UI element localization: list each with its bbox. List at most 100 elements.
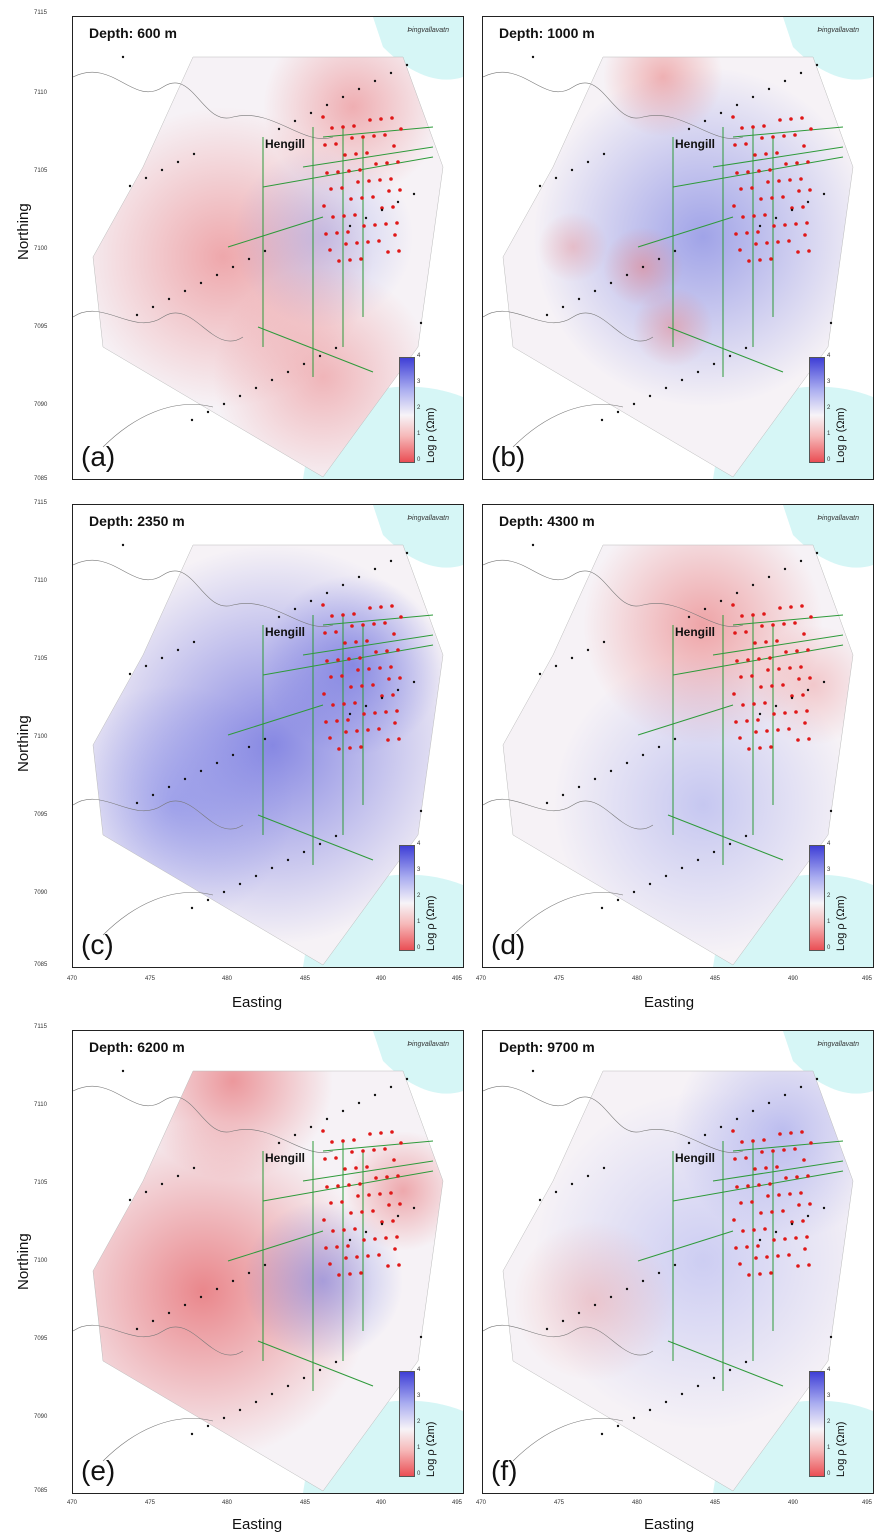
- station-marker: [586, 160, 590, 164]
- earthquake-marker: [760, 624, 764, 628]
- earthquake-marker: [368, 1132, 372, 1136]
- earthquake-marker: [368, 118, 372, 122]
- colorbar-tick: 1: [417, 431, 421, 437]
- station-marker: [357, 575, 361, 579]
- earthquake-marker: [377, 239, 381, 243]
- station-marker: [183, 777, 187, 781]
- station-marker: [190, 418, 194, 422]
- station-marker: [334, 834, 338, 838]
- earthquake-marker: [777, 1193, 781, 1197]
- profile-line: [257, 326, 374, 373]
- station-marker: [703, 1133, 707, 1137]
- colorbar-label: Log ρ (Ωm): [425, 895, 437, 951]
- earthquake-marker: [751, 613, 755, 617]
- earthquake-marker: [373, 223, 377, 227]
- earthquake-marker: [328, 1262, 332, 1266]
- earthquake-marker: [757, 657, 761, 661]
- earthquake-marker: [782, 1148, 786, 1152]
- panel-letter: (f): [491, 1455, 518, 1486]
- station-marker: [309, 599, 313, 603]
- earthquake-marker: [805, 1235, 809, 1239]
- station-marker: [293, 119, 297, 123]
- earthquake-marker: [777, 667, 781, 671]
- colorbar: [809, 357, 825, 463]
- station-marker: [602, 1166, 606, 1170]
- station-marker: [538, 184, 542, 188]
- station-marker: [334, 346, 338, 350]
- earthquake-marker: [378, 1192, 382, 1196]
- map-panel-b: Depth: 1000 m Þingvallavatn Hengill (b) 0 1 2 3…: [482, 16, 874, 480]
- earthquake-marker: [784, 1176, 788, 1180]
- earthquake-marker: [322, 692, 326, 696]
- earthquake-marker: [733, 143, 737, 147]
- station-marker: [657, 745, 661, 749]
- earthquake-marker: [379, 1131, 383, 1135]
- colorbar-tick: 4: [827, 1367, 831, 1373]
- earthquake-marker: [766, 1194, 770, 1198]
- station-marker: [380, 1222, 384, 1226]
- earthquake-marker: [380, 206, 384, 210]
- earthquake-marker: [799, 177, 803, 181]
- colorbar-tick: 3: [417, 867, 421, 873]
- station-marker: [215, 273, 219, 277]
- earthquake-marker: [392, 144, 396, 148]
- earthquake-marker: [809, 615, 813, 619]
- y-tick: 7090: [34, 890, 48, 896]
- coastline: [73, 1085, 334, 1462]
- earthquake-marker: [747, 1273, 751, 1277]
- earthquake-marker: [763, 701, 767, 705]
- earthquake-marker: [398, 1202, 402, 1206]
- earthquake-marker: [337, 1273, 341, 1277]
- earthquake-marker: [322, 204, 326, 208]
- earthquake-marker: [760, 136, 764, 140]
- x-tick: 490: [788, 1500, 799, 1506]
- station-marker: [144, 664, 148, 668]
- colorbar-tick: 1: [827, 431, 831, 437]
- earthquake-marker: [347, 657, 351, 661]
- earthquake-marker: [731, 115, 735, 119]
- lake-label: Þingvallavatn: [817, 515, 859, 522]
- earthquake-marker: [747, 259, 751, 263]
- map-panel-e: Depth: 6200 m Þingvallavatn Hengill (e) 0 1 2 3…: [72, 1030, 464, 1494]
- earthquake-marker: [384, 1236, 388, 1240]
- earthquake-marker: [745, 231, 749, 235]
- station-marker: [751, 95, 755, 99]
- earthquake-marker: [734, 232, 738, 236]
- earthquake-marker: [380, 1220, 384, 1224]
- earthquake-marker: [330, 1140, 334, 1144]
- earthquake-marker: [331, 703, 335, 707]
- station-marker: [600, 418, 604, 422]
- station-marker: [728, 354, 732, 358]
- earthquake-marker: [806, 648, 810, 652]
- lake-label: Þingvallavatn: [817, 27, 859, 34]
- station-marker: [389, 1085, 393, 1089]
- colorbar-tick: 2: [417, 405, 421, 411]
- earthquake-marker: [386, 738, 390, 742]
- station-marker: [231, 753, 235, 757]
- station-marker: [286, 370, 290, 374]
- station-marker: [373, 567, 377, 571]
- station-marker: [758, 224, 762, 228]
- earthquake-marker: [740, 126, 744, 130]
- earthquake-marker: [739, 1201, 743, 1205]
- earthquake-marker: [771, 135, 775, 139]
- earthquake-marker: [762, 1138, 766, 1142]
- station-marker: [767, 1101, 771, 1105]
- earthquake-marker: [741, 703, 745, 707]
- earthquake-marker: [346, 718, 350, 722]
- coastline: [483, 559, 744, 936]
- station-marker: [128, 672, 132, 676]
- colorbar-tick: 0: [827, 457, 831, 463]
- earthquake-marker: [341, 125, 345, 129]
- earthquake-marker: [331, 215, 335, 219]
- station-marker: [160, 656, 164, 660]
- station-marker: [657, 1271, 661, 1275]
- earthquake-marker: [365, 151, 369, 155]
- earthquake-marker: [801, 1219, 805, 1223]
- earthquake-marker: [360, 1210, 364, 1214]
- station-marker: [231, 1279, 235, 1283]
- x-axis-label-left-bottom: Easting: [232, 1516, 283, 1533]
- earthquake-marker: [344, 1256, 348, 1260]
- station-marker: [696, 858, 700, 862]
- colorbar-tick: 2: [417, 893, 421, 899]
